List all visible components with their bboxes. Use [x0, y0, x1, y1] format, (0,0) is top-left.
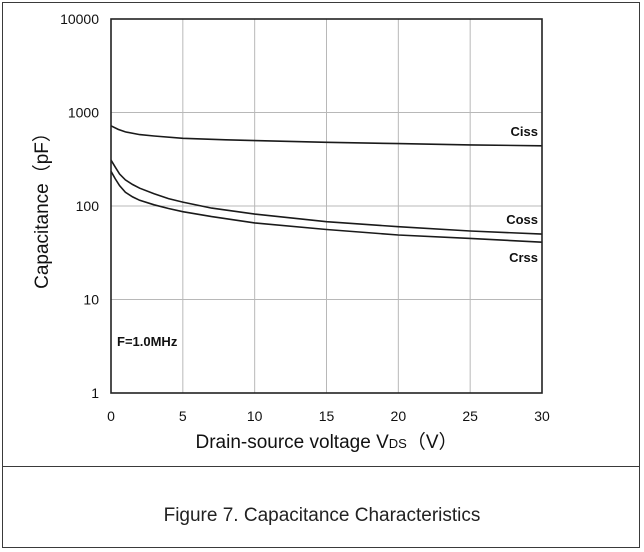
series-label-crss: Crss — [509, 250, 538, 265]
x-tick-labels: 0 5 10 15 20 25 30 — [107, 408, 550, 424]
frequency-annotation: F=1.0MHz — [117, 334, 178, 349]
x-axis-label-subscript: DS — [389, 436, 407, 451]
x-tick-label: 20 — [391, 408, 407, 424]
series-labels: Ciss Coss Crss — [506, 124, 538, 265]
plot-area-border — [110, 18, 543, 394]
y-tick-labels: 1 10 100 1000 10000 — [60, 11, 99, 401]
series-line-coss — [110, 159, 543, 235]
y-tick-label: 100 — [76, 198, 100, 214]
x-tick-label: 10 — [247, 408, 263, 424]
y-tick-label: 10000 — [60, 11, 99, 27]
caption-divider — [2, 466, 640, 467]
series-label-ciss: Ciss — [511, 124, 538, 139]
x-axis-label-main: Drain-source voltage V — [195, 432, 389, 453]
capacitance-chart: 1 10 100 1000 10000 0 5 10 15 20 25 30 Ciss Coss Crs… — [31, 11, 550, 453]
series-line-ciss — [110, 125, 543, 147]
figure-caption: Figure 7. Capacitance Characteristics — [163, 505, 481, 526]
figure-frame — [2, 2, 640, 548]
y-tick-label: 1 — [91, 385, 99, 401]
series-line-crss — [110, 170, 543, 243]
data-curves — [110, 125, 543, 243]
x-tick-label: 25 — [462, 408, 478, 424]
x-tick-label: 5 — [179, 408, 187, 424]
grid-lines — [111, 19, 542, 393]
y-tick-label: 1000 — [68, 105, 99, 121]
y-axis-label: Capacitance（pF） — [31, 123, 53, 289]
x-axis-label: Drain-source voltage VDS（V） — [195, 431, 457, 453]
x-tick-label: 15 — [319, 408, 335, 424]
y-tick-label: 10 — [83, 292, 99, 308]
x-tick-label: 0 — [107, 408, 115, 424]
x-tick-label: 30 — [534, 408, 550, 424]
series-label-coss: Coss — [506, 212, 538, 227]
x-axis-label-unit: （V） — [407, 431, 458, 453]
